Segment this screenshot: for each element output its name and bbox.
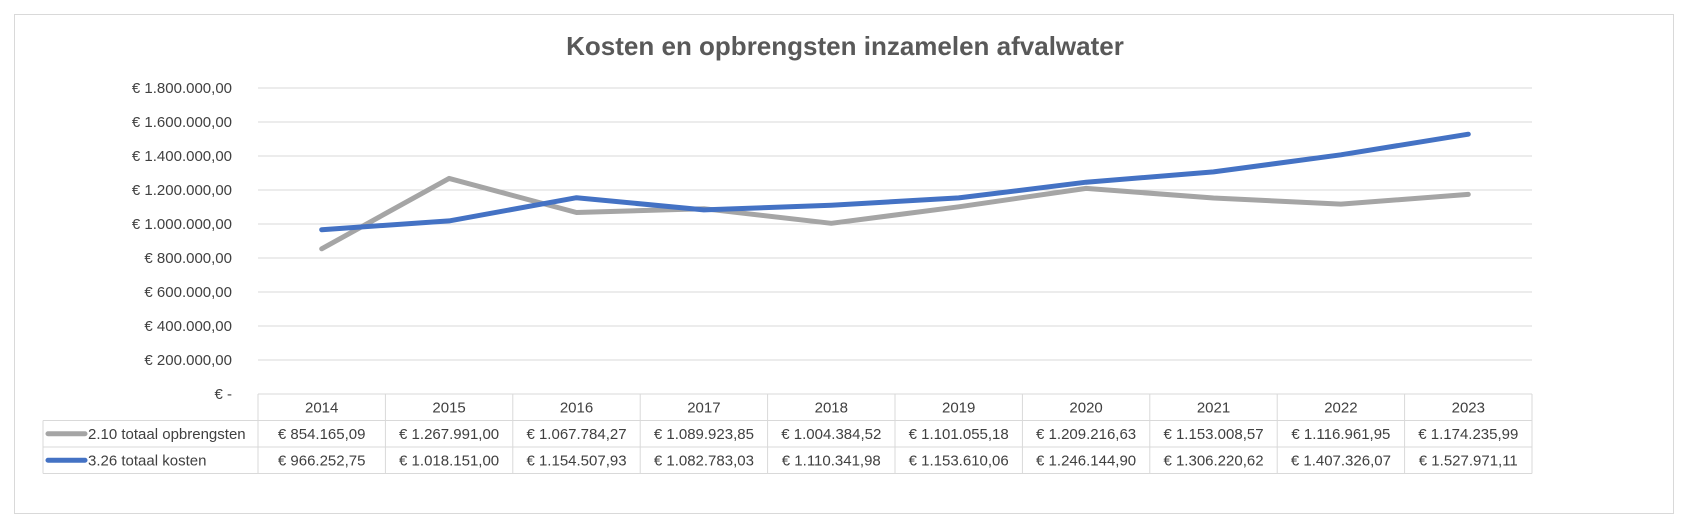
data-table-cell: € 1.018.151,00 [399,452,499,469]
data-table-cell: € 1.116.961,95 [1291,426,1390,443]
y-tick-label: € 1.000.000,00 [132,216,232,233]
data-table-cell: € 1.527.971,11 [1419,452,1518,469]
data-table-cell: € 1.101.055,18 [909,426,1009,443]
x-category-label: 2019 [942,399,975,416]
y-tick-label: € 600.000,00 [144,284,232,301]
data-table-cell: € 1.209.216,63 [1036,426,1136,443]
y-tick-label: € 1.400.000,00 [132,148,232,165]
y-tick-label: € 1.600.000,00 [132,114,232,131]
data-table-cell: € 1.089.923,85 [654,426,754,443]
data-table-cell: € 1.067.784,27 [526,426,626,443]
x-category-label: 2021 [1197,399,1230,416]
gridlines [258,87,1532,361]
series-line [319,131,1471,233]
y-tick-label: € 1.200.000,00 [132,182,232,199]
data-table-cell: € 1.110.341,98 [782,452,881,469]
x-category-label: 2023 [1452,399,1485,416]
data-table: 2014 2015 2016 2017 2018 2019 2020 2021 2022 2023… [42,393,1533,474]
data-table-cell: € 1.153.008,57 [1163,426,1263,443]
y-tick-label: € 1.800.000,00 [132,80,232,97]
data-table-cell: € 1.153.610,06 [909,452,1009,469]
x-category-label: 2016 [560,399,593,416]
chart-title: Kosten en opbrengsten inzamelen afvalwat… [566,31,1124,61]
y-tick-label: € 400.000,00 [144,318,232,335]
line-chart: Kosten en opbrengsten inzamelen afvalwat… [42,31,1533,474]
legend-label: 2.10 totaal opbrengsten [88,426,246,443]
data-table-cell: € 1.174.235,99 [1418,426,1518,443]
x-category-label: 2014 [305,399,338,416]
y-tick-label: € 800.000,00 [144,250,232,267]
x-category-label: 2017 [687,399,720,416]
data-table-cell: € 1.306.220,62 [1163,452,1263,469]
x-category-label: 2018 [815,399,848,416]
data-table-cell: € 854.165,09 [278,426,366,443]
data-table-cell: € 1.267.991,00 [399,426,499,443]
data-table-cell: € 1.407.326,07 [1291,452,1391,469]
x-category-label: 2015 [432,399,465,416]
y-axis-ticks: € - € 200.000,00 € 400.000,00 € 600.000,00 €… [132,80,232,403]
y-tick-label: € 200.000,00 [144,352,232,369]
data-table-cell: € 966.252,75 [278,452,366,469]
x-category-label: 2020 [1069,399,1102,416]
data-table-cell: € 1.246.144,90 [1036,452,1136,469]
chart-frame: Kosten en opbrengsten inzamelen afvalwat… [14,14,1674,514]
series-lines [319,131,1471,252]
series-line [319,175,1471,252]
data-table-cell: € 1.004.384,52 [781,426,881,443]
data-table-cell: € 1.154.507,93 [526,452,626,469]
x-category-label: 2022 [1324,399,1357,416]
data-table-cell: € 1.082.783,03 [654,452,754,469]
y-tick-label: € - [214,386,232,403]
legend-label: 3.26 totaal kosten [88,452,206,469]
